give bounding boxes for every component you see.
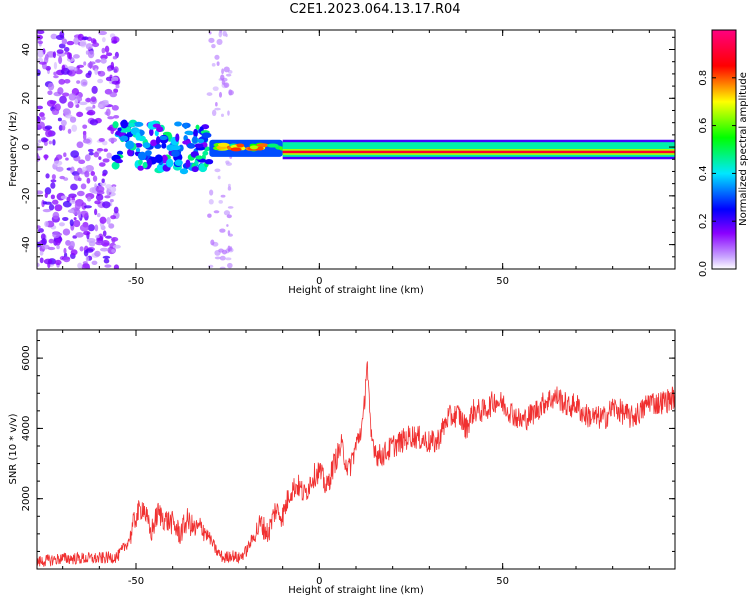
snr-x-tick-label: -50 bbox=[128, 576, 144, 587]
colorbar-gradient bbox=[711, 29, 737, 270]
snr-ticks: -50 0 50 2000 4000 6000 bbox=[21, 330, 675, 587]
snr-series-line bbox=[37, 361, 675, 567]
spectrogram-y-tick-label: 0 bbox=[21, 144, 32, 150]
colorbar-tick-label: 0.0 bbox=[698, 261, 709, 277]
snr-y-axis-label: SNR (10 * v/v) bbox=[8, 413, 19, 484]
spectrogram-y-tick-label: 20 bbox=[21, 92, 32, 105]
spectrogram-region-2 bbox=[111, 119, 214, 175]
snr-y-tick-label: 4000 bbox=[21, 416, 32, 441]
snr-x-tick-label: 0 bbox=[316, 576, 322, 587]
spectrogram-x-tick-label: 50 bbox=[496, 276, 509, 287]
snr-y-tick-label: 2000 bbox=[21, 486, 32, 511]
snr-y-tick-label: 6000 bbox=[21, 345, 32, 370]
spectrogram-x-axis-label: Height of straight line (km) bbox=[288, 285, 424, 296]
snr-plot-area bbox=[37, 361, 675, 567]
snr-x-tick-label: 50 bbox=[496, 576, 509, 587]
spectrogram-x-tick-label: 0 bbox=[316, 276, 322, 287]
colorbar-tick-label: 0.2 bbox=[698, 213, 709, 229]
spectrogram-y-axis-label: Frequency (Hz) bbox=[8, 111, 19, 187]
page-title: C2E1.2023.064.13.17.R04 bbox=[289, 2, 461, 17]
colorbar-label: Normalized spectral amplitude bbox=[738, 72, 749, 226]
spectrogram-region-3 bbox=[209, 139, 286, 157]
colorbar-ticks: 0.0 0.2 0.4 0.6 0.8 bbox=[698, 70, 736, 277]
spectrogram-panel: -50 0 50 -40 -20 0 20 40 Height of straight lin… bbox=[8, 29, 676, 296]
spectrogram-ticks: -50 0 50 -40 -20 0 20 40 bbox=[21, 30, 675, 287]
spectrogram-plot-area bbox=[37, 30, 675, 269]
colorbar-tick-label: 0.6 bbox=[698, 118, 709, 134]
snr-x-axis-label: Height of straight line (km) bbox=[288, 585, 424, 596]
colorbar: 0.0 0.2 0.4 0.6 0.8 Normalized spectral ampl… bbox=[698, 29, 749, 277]
spectrogram-y-tick-label: -40 bbox=[21, 236, 32, 252]
spectrogram-y-tick-label: 40 bbox=[21, 43, 32, 56]
spectrogram-region-1 bbox=[37, 30, 234, 269]
snr-panel: -50 0 50 2000 4000 6000 Height of straight li… bbox=[8, 329, 676, 596]
colorbar-tick-label: 0.4 bbox=[698, 165, 709, 181]
spectrogram-x-tick-label: -50 bbox=[128, 276, 144, 287]
spectrogram-y-tick-label: -20 bbox=[21, 188, 32, 204]
spectrogram-region-4 bbox=[282, 139, 675, 160]
colorbar-tick-label: 0.8 bbox=[698, 70, 709, 86]
